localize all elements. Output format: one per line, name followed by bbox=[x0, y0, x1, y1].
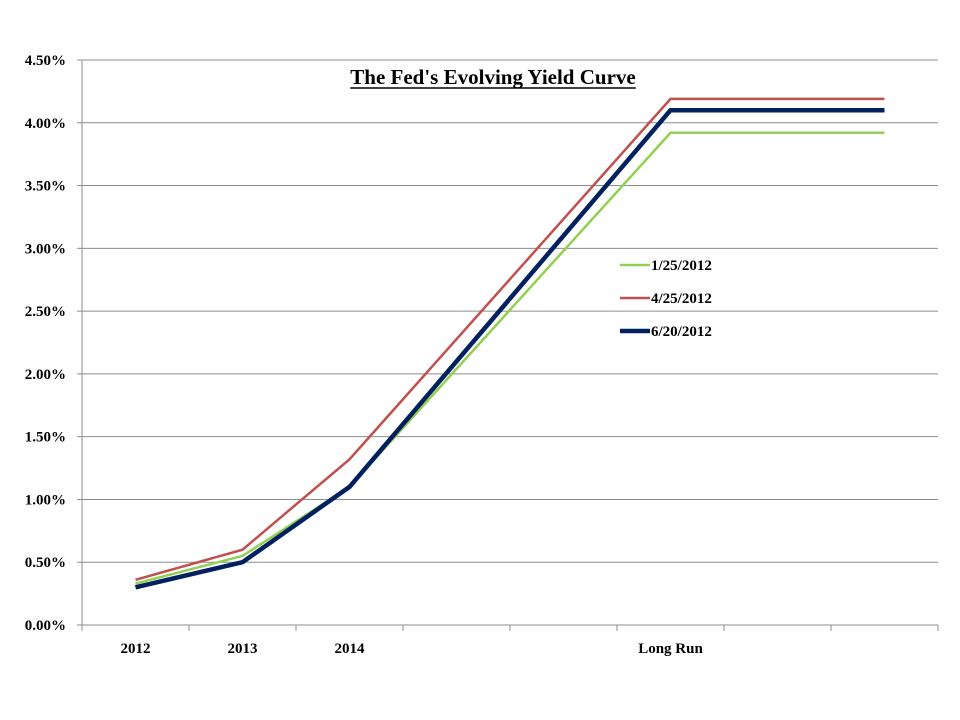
legend-label: 6/20/2012 bbox=[651, 324, 712, 340]
y-tick-label: 3.50% bbox=[25, 179, 66, 195]
y-tick-label: 4.00% bbox=[25, 116, 66, 132]
x-tick-label: 2014 bbox=[335, 641, 366, 657]
y-tick-label: 0.00% bbox=[25, 618, 66, 634]
legend-label: 4/25/2012 bbox=[651, 291, 712, 307]
y-tick-label: 1.00% bbox=[25, 492, 66, 508]
legend-label: 1/25/2012 bbox=[651, 258, 712, 274]
y-tick-label: 3.00% bbox=[25, 241, 66, 257]
x-tick-label: 2013 bbox=[228, 641, 258, 657]
series-line bbox=[135, 97, 885, 582]
chart-title: The Fed's Evolving Yield Curve bbox=[350, 65, 635, 89]
y-tick-label: 1.50% bbox=[25, 430, 66, 446]
series-line bbox=[135, 131, 885, 585]
y-tick-label: 2.50% bbox=[25, 304, 66, 320]
axes: 0.00% 0.50% 1.00% 1.50% 2.00% 2.50% 3.00% 3.50%… bbox=[25, 53, 939, 657]
x-tick-label: 2012 bbox=[121, 641, 151, 657]
y-tick-label: 0.50% bbox=[25, 555, 66, 571]
y-tick-label: 2.00% bbox=[25, 367, 66, 383]
y-tick-label: 4.50% bbox=[25, 53, 66, 69]
series-line bbox=[134, 107, 885, 590]
series-lines bbox=[134, 97, 885, 590]
x-tick-label: Long Run bbox=[638, 641, 703, 657]
legend: 1/25/2012 4/25/2012 6/20/2012 bbox=[620, 258, 712, 340]
